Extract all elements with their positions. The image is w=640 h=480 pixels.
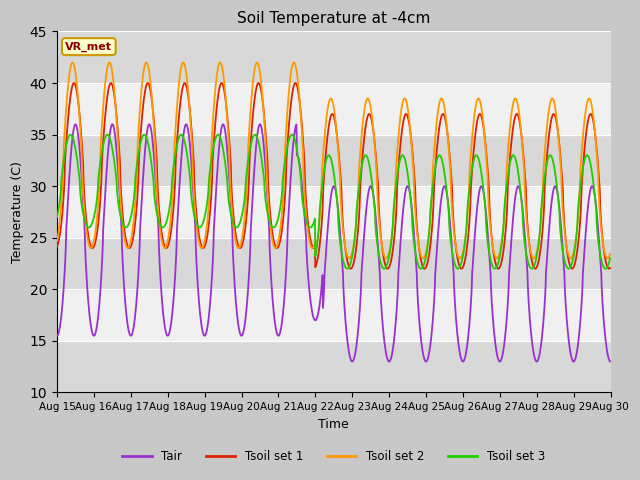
Tsoil set 2 [68,60,76,65]
Tair [493,348,500,354]
Tsoil set 2 [346,255,353,261]
Tsoil set 1 [53,244,61,250]
Legend: Tair, Tsoil set 1, Tsoil set 2, Tsoil set 3: Tair, Tsoil set 1, Tsoil set 2, Tsoil se… [118,445,550,468]
Text: VR_met: VR_met [65,41,112,52]
Tsoil set 2 [177,69,184,75]
Tsoil set 1 [70,80,78,86]
Tsoil set 3 [493,264,500,270]
Bar [57,238,611,289]
Tsoil set 3 [344,266,351,272]
Tsoil set 3 [67,132,74,137]
Tsoil set 2 [53,238,61,244]
Tsoil set 2 [239,234,246,240]
Tsoil set 3 [420,261,428,267]
Tsoil set 1 [420,266,428,272]
Tair [163,332,171,338]
Tair [239,332,246,338]
Bar [57,83,611,134]
Bar [57,32,611,83]
Tsoil set 3 [163,217,171,223]
Tsoil set 2 [420,255,428,261]
Bar [57,186,611,238]
Bar [57,134,611,186]
Title: Soil Temperature at -4cm: Soil Temperature at -4cm [237,11,431,26]
Tsoil set 1 [493,263,500,269]
Tair [53,333,61,338]
Tsoil set 3 [53,214,61,220]
Line: Tair: Tair [57,124,610,361]
Tsoil set 1 [347,266,355,272]
Tsoil set 2 [606,251,614,257]
Bar [57,289,611,341]
Tair [541,292,549,298]
Tsoil set 2 [493,255,500,261]
Tair [606,359,614,364]
Line: Tsoil set 2: Tsoil set 2 [57,62,610,258]
Tsoil set 3 [239,211,246,216]
Tsoil set 1 [606,265,614,271]
Bar [57,341,611,393]
Tair [177,168,184,174]
Tsoil set 3 [541,170,549,176]
Tsoil set 2 [541,144,549,149]
Tsoil set 1 [239,241,246,247]
X-axis label: Time: Time [318,418,349,431]
Y-axis label: Temperature (C): Temperature (C) [11,161,24,263]
Tsoil set 2 [163,241,171,247]
Tsoil set 3 [606,255,614,261]
Tsoil set 3 [177,132,184,138]
Tair [420,355,428,361]
Tair [72,121,79,127]
Tsoil set 1 [163,245,171,251]
Tair [348,359,356,364]
Line: Tsoil set 1: Tsoil set 1 [57,83,610,269]
Tsoil set 1 [541,177,549,183]
Line: Tsoil set 3: Tsoil set 3 [57,134,610,269]
Tsoil set 1 [177,99,184,105]
